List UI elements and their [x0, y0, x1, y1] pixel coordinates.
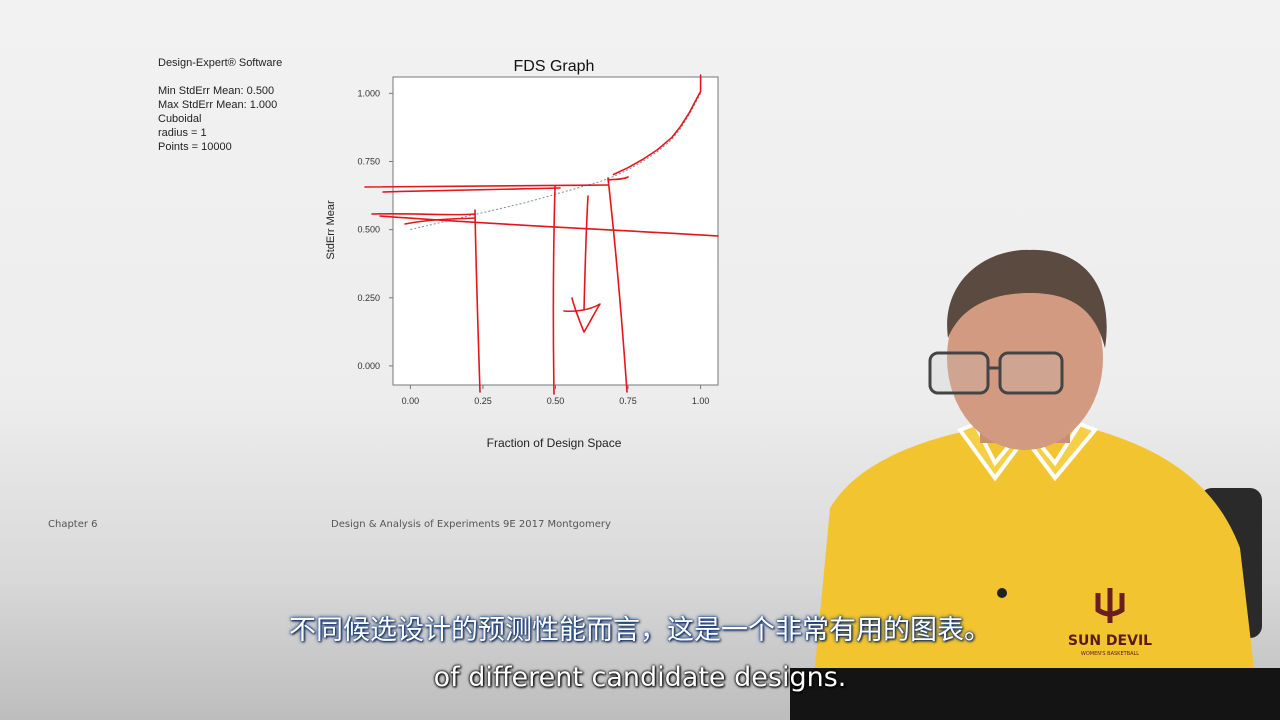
- chart-title: FDS Graph: [514, 58, 595, 75]
- annotation-stroke: [382, 187, 561, 193]
- info-line: Min StdErr Mean: 0.500: [158, 85, 275, 97]
- presenter-head: [947, 266, 1103, 450]
- y-tick-label: 0.250: [357, 293, 380, 303]
- presenter-shirt: [810, 428, 1260, 720]
- x-ticks: 0.00 0.25 0.50 0.75 1.00: [402, 385, 710, 406]
- info-line: radius = 1: [158, 127, 207, 139]
- pitchfork-logo: [1095, 588, 1125, 623]
- design-info-panel: Design-Expert® Software Min StdErr Mean:…: [158, 56, 282, 154]
- annotation-stroke: [607, 177, 628, 393]
- footer-chapter: Chapter 6: [48, 519, 98, 530]
- x-tick-label: 0.25: [474, 396, 492, 406]
- annotation-stroke: [563, 297, 601, 333]
- x-tick-label: 0.50: [547, 396, 565, 406]
- shirt-logo-text: SUN DEVIL: [1068, 633, 1152, 649]
- x-tick-label: 1.00: [692, 396, 710, 406]
- shirt-logo-subtext: WOMEN'S BASKETBALL: [1081, 651, 1139, 657]
- footer-book-title: Design & Analysis of Experiments 9E 2017…: [331, 519, 611, 530]
- hand-drawn-annotations: [364, 74, 719, 395]
- subtitle-chinese: 不同候选设计的预测性能而言，这是一个非常有用的图表。: [289, 615, 991, 646]
- x-tick-label: 0.75: [619, 396, 637, 406]
- annotation-stroke: [364, 184, 609, 188]
- shirt-collar: [956, 421, 1099, 482]
- y-tick-label: 1.000: [357, 88, 380, 98]
- y-axis-label: StdErr Mear: [325, 200, 337, 260]
- software-name: Design-Expert® Software: [158, 57, 283, 69]
- annotation-stroke: [371, 212, 476, 216]
- info-line: Max StdErr Mean: 1.000: [158, 99, 278, 111]
- info-line: Cuboidal: [158, 113, 202, 125]
- fds-curve: [410, 93, 702, 231]
- y-tick-label: 0.750: [357, 156, 380, 166]
- x-tick-label: 0.00: [402, 396, 420, 406]
- annotation-stroke: [583, 195, 589, 311]
- y-tick-label: 0.000: [357, 361, 380, 371]
- lapel-microphone: [997, 588, 1007, 598]
- info-line: Points = 10000: [158, 141, 232, 153]
- annotation-stroke: [607, 176, 629, 181]
- y-ticks: 0.000 0.250 0.500 0.750 1.000: [357, 88, 393, 371]
- annotation-stroke: [404, 217, 476, 225]
- annotation-stroke: [379, 215, 719, 237]
- annotation-curve-trace: [612, 74, 702, 176]
- glasses-left: [928, 351, 990, 395]
- presenter-video: SUN DEVIL WOMEN'S BASKETBALL: [790, 249, 1280, 720]
- annotation-stroke: [474, 209, 481, 393]
- presenter-hair: [947, 249, 1107, 348]
- subtitle-english: of different candidate designs.: [433, 662, 847, 693]
- annotation-stroke: [552, 185, 556, 395]
- glasses-right: [998, 351, 1064, 395]
- laptop: [790, 668, 1280, 720]
- x-axis-label: Fraction of Design Space: [487, 436, 622, 450]
- y-tick-label: 0.500: [357, 225, 380, 235]
- series-group: [410, 93, 702, 231]
- plot-frame: [392, 76, 719, 386]
